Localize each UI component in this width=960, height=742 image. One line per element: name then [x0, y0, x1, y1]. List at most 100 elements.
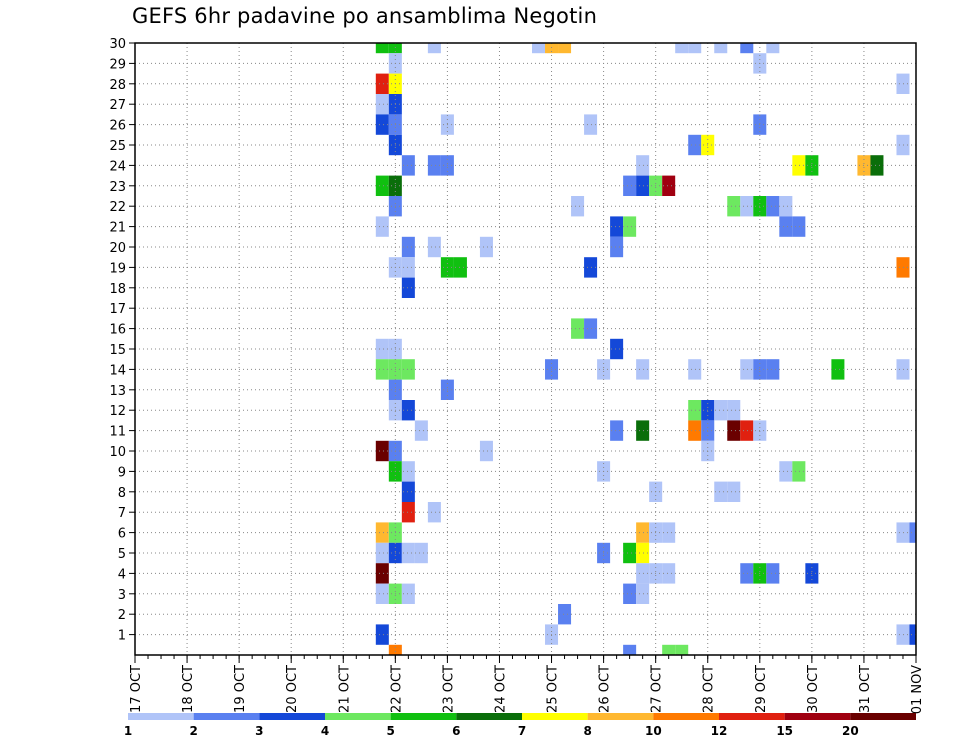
y-tick-label: 28: [109, 78, 126, 93]
x-tick-label: 28 OCT: [702, 665, 717, 713]
heat-cell: [375, 94, 389, 115]
colorbar-swatch: [128, 713, 194, 720]
colorbar-label: 12: [711, 724, 728, 738]
y-tick-label: 19: [109, 261, 126, 276]
colorbar-swatch: [653, 713, 719, 720]
x-tick-label: 24 OCT: [493, 665, 508, 713]
y-tick-label: 3: [118, 588, 126, 603]
y-tick-label: 23: [109, 180, 126, 195]
heat-cell: [375, 542, 389, 564]
heat-cell: [909, 624, 916, 645]
heat-cell: [714, 400, 728, 421]
heat-cell: [375, 624, 389, 645]
y-tick-label: 11: [109, 425, 126, 440]
heat-cell: [401, 583, 415, 604]
axis-layer: 1234567891011121314151617181920212223242…: [109, 37, 925, 714]
heat-cell: [401, 236, 415, 258]
y-tick-label: 20: [109, 241, 126, 256]
x-tick-label: 29 OCT: [754, 665, 769, 713]
y-tick-label: 6: [118, 527, 126, 542]
heat-cell: [545, 43, 559, 54]
heat-cell: [636, 563, 650, 584]
heat-cell: [401, 481, 415, 502]
y-tick-label: 21: [109, 221, 126, 236]
heat-cell: [727, 400, 741, 421]
heat-cell: [401, 155, 415, 176]
colorbar-swatch: [587, 713, 654, 720]
heat-cell: [375, 114, 389, 135]
heat-cell: [636, 583, 650, 604]
y-tick-label: 2: [118, 608, 126, 623]
y-tick-label: 22: [109, 200, 126, 215]
heat-cell: [375, 175, 389, 196]
y-tick-label: 16: [109, 323, 126, 338]
plot-frame: [134, 42, 917, 656]
y-tick-label: 15: [109, 343, 126, 358]
y-tick-label: 14: [109, 363, 126, 378]
heat-cell: [375, 43, 389, 54]
y-tick-label: 24: [109, 159, 126, 174]
colorbar-label: 5: [386, 724, 394, 738]
colorbar-label: 10: [645, 724, 662, 738]
heat-cell: [909, 522, 916, 543]
heat-cell: [414, 420, 428, 441]
heat-cell: [401, 502, 415, 523]
heat-cell: [427, 502, 441, 523]
heat-cell: [688, 134, 702, 156]
grid-layer: [135, 42, 916, 655]
x-tick-label: 30 OCT: [806, 665, 821, 713]
heat-cell: [779, 216, 793, 237]
heat-cell: [792, 461, 806, 482]
colorbar-swatch: [325, 713, 391, 720]
heat-cell: [623, 542, 637, 564]
heat-cell: [662, 522, 676, 543]
heat-cell: [870, 155, 884, 176]
y-tick-label: 4: [118, 567, 126, 582]
heat-cell: [375, 359, 389, 380]
heat-cell: [375, 73, 389, 94]
heat-cell: [375, 583, 389, 604]
x-tick-label: 26 OCT: [598, 665, 613, 713]
y-tick-label: 1: [118, 629, 126, 644]
y-tick-label: 18: [109, 282, 126, 297]
heat-cell: [388, 644, 402, 655]
heat-cell: [610, 420, 624, 441]
heat-cell: [401, 359, 415, 380]
x-tick-label: 27 OCT: [650, 665, 665, 713]
y-tick-label: 25: [109, 139, 126, 154]
heat-cell: [375, 216, 389, 237]
heat-cell: [636, 359, 650, 380]
y-tick-label: 17: [109, 302, 126, 317]
heat-cell: [740, 420, 754, 441]
x-tick-label: 21 OCT: [337, 665, 352, 713]
heat-cell: [662, 175, 676, 196]
heat-cell: [896, 359, 910, 380]
colorbar-label: 6: [452, 724, 460, 738]
heat-cell: [401, 257, 415, 278]
heat-cell: [714, 481, 728, 502]
colorbar-label: 2: [189, 724, 197, 738]
heat-cell: [766, 43, 780, 54]
heat-cell: [688, 359, 702, 380]
heat-cell: [792, 216, 806, 237]
heat-cell: [558, 604, 572, 625]
heat-cell: [623, 644, 637, 655]
heat-cell: [401, 277, 415, 298]
heat-cell: [623, 583, 637, 604]
heat-cell: [375, 338, 389, 360]
heat-cell: [766, 359, 780, 380]
heat-cell: [896, 522, 910, 543]
colorbar-label: 8: [583, 724, 591, 738]
heat-cell: [401, 461, 415, 482]
x-tick-label: 22 OCT: [389, 665, 404, 713]
heat-cell: [584, 257, 598, 278]
heat-cell: [896, 257, 910, 278]
heat-cell: [831, 359, 845, 380]
heat-cell: [636, 522, 650, 543]
y-tick-label: 9: [118, 465, 126, 480]
cells-layer: [375, 43, 916, 655]
heat-cell: [610, 216, 624, 237]
colorbar-swatch: [522, 713, 588, 720]
y-tick-label: 26: [109, 119, 126, 134]
